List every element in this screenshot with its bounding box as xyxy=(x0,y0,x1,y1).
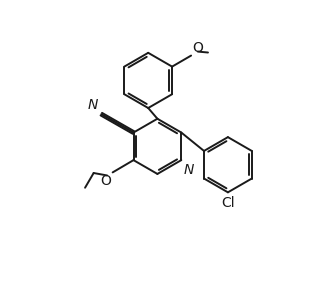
Text: O: O xyxy=(192,41,203,55)
Text: N: N xyxy=(184,163,194,176)
Text: O: O xyxy=(100,174,111,188)
Text: Cl: Cl xyxy=(222,196,235,210)
Text: N: N xyxy=(88,98,98,112)
